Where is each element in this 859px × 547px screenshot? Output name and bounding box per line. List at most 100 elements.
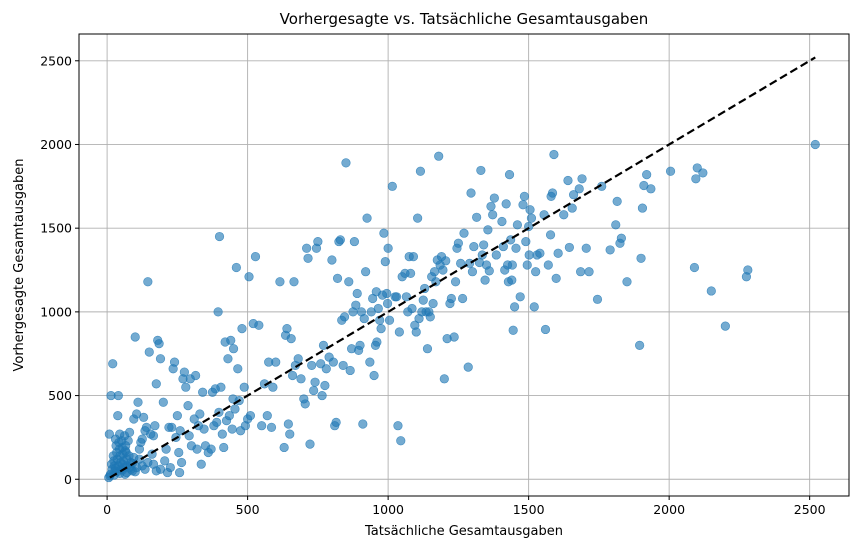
data-point [615, 238, 625, 248]
data-point [172, 411, 182, 421]
data-point [488, 210, 498, 220]
data-point [324, 352, 334, 362]
data-point [153, 335, 163, 345]
data-point [439, 374, 449, 384]
data-point [311, 243, 322, 253]
data-point [341, 158, 351, 168]
data-point [396, 436, 406, 446]
data-point [231, 262, 241, 273]
data-point [175, 467, 185, 478]
data-point [519, 191, 530, 201]
data-point [592, 294, 603, 304]
data-point [186, 441, 197, 451]
data-point [401, 292, 411, 302]
data-point [393, 421, 403, 431]
data-point [165, 462, 175, 473]
reference-line [109, 56, 816, 479]
data-point [235, 426, 246, 436]
data-point [244, 272, 254, 282]
data-point [369, 370, 379, 381]
data-point [221, 416, 232, 426]
data-point [316, 359, 326, 369]
data-point [164, 422, 174, 432]
data-point [691, 174, 701, 184]
data-point [605, 245, 615, 255]
data-point [612, 196, 622, 206]
data-point [531, 267, 541, 277]
y-axis-ticks: 0 500 1000 1500 2000 2500 [40, 53, 79, 487]
data-point [113, 411, 123, 421]
data-point [504, 170, 515, 180]
data-point [622, 277, 632, 287]
data-point [466, 188, 476, 198]
data-point [376, 324, 386, 334]
data-point [635, 340, 645, 350]
data-point [382, 298, 393, 309]
data-point [366, 307, 376, 317]
data-point [279, 442, 289, 453]
x-tick-label: 1500 [513, 502, 545, 517]
data-point [130, 467, 140, 477]
data-point [264, 357, 274, 367]
data-point [228, 394, 238, 404]
data-point [525, 205, 535, 215]
data-point [113, 461, 123, 471]
data-point [115, 429, 125, 439]
data-point [476, 165, 486, 176]
data-point [309, 385, 319, 396]
data-point [526, 213, 537, 223]
data-point [176, 457, 187, 468]
data-point [213, 307, 223, 317]
data-point [310, 377, 320, 387]
data-point [576, 267, 586, 277]
y-tick-label: 1500 [40, 221, 72, 236]
data-point [198, 387, 208, 397]
data-point [106, 390, 116, 401]
data-point [214, 231, 225, 242]
data-point [450, 277, 461, 287]
data-point [140, 426, 150, 436]
data-point [503, 277, 514, 287]
y-axis-label: Vorhergesagte Gesamtausgaben [12, 158, 27, 371]
data-point [330, 421, 340, 431]
x-tick-label: 0 [103, 502, 111, 517]
data-point [665, 166, 676, 176]
data-point [150, 421, 160, 431]
data-point [706, 286, 716, 296]
data-point [262, 411, 272, 421]
data-point [349, 236, 360, 247]
data-point [108, 359, 118, 369]
data-point [318, 340, 329, 350]
data-point [302, 243, 312, 253]
data-point [501, 199, 511, 209]
data-point [296, 374, 306, 384]
y-tick-label: 2500 [40, 53, 72, 68]
data-point [305, 439, 315, 449]
data-point [175, 426, 185, 436]
data-point [257, 421, 267, 431]
data-point [130, 332, 140, 342]
plot-frame [78, 33, 850, 497]
data-point [637, 203, 648, 213]
data-point [509, 302, 520, 312]
x-axis-ticks: 0 500 1000 1500 2000 2500 [103, 496, 826, 517]
data-point [307, 360, 317, 371]
data-point [563, 175, 573, 186]
data-point [553, 248, 563, 258]
x-tick-label: 2000 [653, 502, 685, 517]
y-tick-label: 1000 [40, 304, 72, 319]
data-point [387, 181, 397, 191]
data-point [489, 193, 499, 203]
data-point [512, 220, 522, 230]
data-point [511, 243, 521, 253]
data-point [692, 163, 702, 173]
data-point [248, 318, 258, 329]
data-point [584, 267, 594, 277]
data-point [810, 139, 820, 150]
data-point [358, 419, 368, 429]
data-point [518, 200, 528, 210]
data-point [549, 149, 559, 160]
data-point [334, 236, 344, 247]
data-point [345, 365, 355, 376]
